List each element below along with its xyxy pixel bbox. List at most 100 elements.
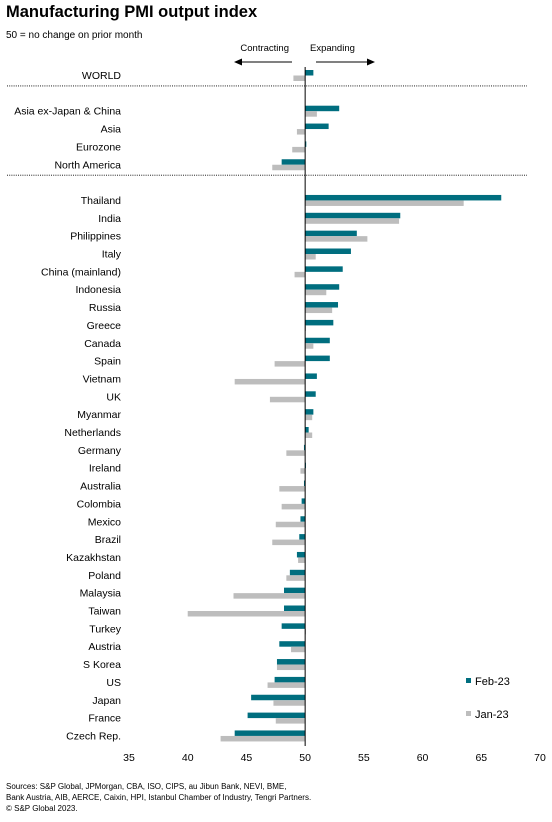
bar-netherlands-jan-23 bbox=[305, 432, 313, 438]
bar-north-america-jan-23 bbox=[272, 164, 306, 171]
bar-ireland-jan-23 bbox=[300, 468, 306, 474]
bar-brazil-feb-23 bbox=[299, 534, 306, 540]
category-label-japan: Japan bbox=[92, 695, 121, 707]
bar-colombia-jan-23 bbox=[281, 503, 306, 510]
contracting-label: Contracting bbox=[240, 43, 289, 54]
category-label-s-korea: S Korea bbox=[83, 659, 121, 671]
category-label-asia: Asia bbox=[101, 124, 122, 136]
bar-australia-jan-23 bbox=[279, 486, 306, 492]
category-label-north-america: North America bbox=[54, 159, 121, 171]
category-label-germany: Germany bbox=[78, 445, 122, 457]
category-label-philippines: Philippines bbox=[70, 231, 121, 243]
category-label-malaysia: Malaysia bbox=[80, 588, 122, 600]
bar-china-mainland-jan-23 bbox=[294, 271, 306, 278]
bar-kazakhstan-feb-23 bbox=[296, 551, 306, 558]
bar-eurozone-feb-23 bbox=[305, 141, 307, 147]
category-label-russia: Russia bbox=[89, 302, 121, 314]
bar-italy-jan-23 bbox=[305, 254, 316, 260]
x-tick-label-50: 50 bbox=[299, 752, 311, 764]
bar-colombia-feb-23 bbox=[301, 498, 306, 504]
chart-subtitle: 50 = no change on prior month bbox=[6, 30, 143, 41]
x-tick-label-60: 60 bbox=[417, 752, 429, 764]
category-label-poland: Poland bbox=[88, 570, 121, 582]
bars bbox=[187, 70, 502, 742]
bar-italy-feb-23 bbox=[305, 248, 351, 254]
bar-japan-feb-23 bbox=[251, 694, 306, 701]
x-tick-label-35: 35 bbox=[123, 752, 135, 764]
category-label-eurozone: Eurozone bbox=[76, 141, 121, 153]
bar-germany-feb-23 bbox=[303, 444, 306, 451]
bar-us-jan-23 bbox=[267, 682, 306, 688]
bar-russia-feb-23 bbox=[305, 302, 339, 308]
x-tick-label-70: 70 bbox=[534, 752, 546, 764]
bar-uk-feb-23 bbox=[305, 391, 316, 397]
x-axis: 35 40 45 50 55 60 65 70 bbox=[123, 67, 546, 764]
bar-turkey-feb-23 bbox=[281, 623, 306, 629]
bar-asia-feb-23 bbox=[305, 123, 329, 130]
category-label-uk: UK bbox=[106, 391, 121, 403]
category-label-vietnam: Vietnam bbox=[83, 373, 122, 385]
bar-australia-feb-23 bbox=[303, 480, 306, 487]
bar-us-feb-23 bbox=[274, 676, 306, 683]
category-label-turkey: Turkey bbox=[89, 623, 121, 635]
bar-mexico-jan-23 bbox=[275, 521, 306, 528]
bar-indonesia-feb-23 bbox=[305, 284, 340, 290]
separators bbox=[7, 85, 527, 176]
category-label-asia-ex-japan-china: Asia ex-Japan & China bbox=[14, 106, 121, 118]
bar-spain-jan-23 bbox=[274, 361, 306, 367]
category-label-czech-rep: Czech Rep. bbox=[66, 730, 121, 742]
copyright: © S&P Global 2023. bbox=[6, 804, 78, 813]
right-arrow-icon bbox=[367, 58, 375, 66]
category-label-netherlands: Netherlands bbox=[64, 427, 121, 439]
category-label-austria: Austria bbox=[88, 641, 121, 653]
bar-france-feb-23 bbox=[247, 712, 306, 719]
bar-world-feb-23 bbox=[305, 70, 314, 76]
category-label-thailand: Thailand bbox=[81, 195, 121, 207]
bar-malaysia-jan-23 bbox=[233, 593, 306, 599]
bar-japan-jan-23 bbox=[273, 700, 306, 706]
bar-czech-rep-feb-23 bbox=[234, 730, 306, 736]
x-tick-label-45: 45 bbox=[241, 752, 253, 764]
bar-india-jan-23 bbox=[305, 218, 400, 224]
bar-taiwan-feb-23 bbox=[284, 605, 306, 611]
bar-eurozone-jan-23 bbox=[292, 146, 306, 153]
bar-austria-feb-23 bbox=[279, 641, 306, 647]
bar-vietnam-feb-23 bbox=[305, 373, 317, 379]
category-label-ireland: Ireland bbox=[89, 463, 121, 475]
bar-china-mainland-feb-23 bbox=[305, 266, 343, 272]
bar-poland-jan-23 bbox=[286, 575, 306, 581]
category-label-france: France bbox=[88, 713, 121, 725]
bar-world-jan-23 bbox=[293, 75, 306, 81]
bar-mexico-feb-23 bbox=[300, 516, 306, 522]
bar-malaysia-feb-23 bbox=[284, 587, 306, 594]
category-label-australia: Australia bbox=[80, 481, 121, 493]
bar-spain-feb-23 bbox=[305, 355, 330, 362]
sources-line-1: Sources: S&P Global, JPMorgan, CBA, ISO,… bbox=[6, 782, 287, 791]
category-label-colombia: Colombia bbox=[77, 498, 122, 510]
pmi-bar-chart: WORLD Asia ex-Japan & China Asia Eurozone No… bbox=[7, 43, 546, 764]
bar-czech-rep-jan-23 bbox=[220, 735, 306, 742]
bar-austria-jan-23 bbox=[291, 646, 306, 653]
x-tick-label-40: 40 bbox=[182, 752, 194, 764]
bar-germany-jan-23 bbox=[286, 450, 306, 456]
sources-line-2: Bank Austria, AIB, AERCE, Caixin, HPI, I… bbox=[6, 793, 312, 802]
category-labels: WORLD Asia ex-Japan & China Asia Eurozone No… bbox=[14, 70, 122, 742]
bar-s-korea-jan-23 bbox=[276, 664, 306, 671]
bar-vietnam-jan-23 bbox=[234, 378, 306, 385]
category-label-taiwan: Taiwan bbox=[88, 606, 121, 618]
category-label-indonesia: Indonesia bbox=[75, 284, 121, 296]
bar-thailand-jan-23 bbox=[305, 200, 464, 206]
bar-indonesia-jan-23 bbox=[305, 289, 327, 296]
category-label-spain: Spain bbox=[94, 356, 121, 368]
chart-title: Manufacturing PMI output index bbox=[6, 3, 258, 21]
legend-label-feb: Feb-23 bbox=[475, 676, 510, 688]
bar-kazakhstan-jan-23 bbox=[298, 557, 306, 563]
bar-greece-feb-23 bbox=[305, 319, 334, 326]
bar-s-korea-feb-23 bbox=[276, 659, 306, 665]
bar-asia-ex-japan-china-feb-23 bbox=[305, 105, 340, 112]
bar-taiwan-jan-23 bbox=[187, 611, 306, 617]
legend-swatch-jan bbox=[466, 711, 471, 716]
category-label-world: WORLD bbox=[82, 70, 122, 82]
bar-asia-jan-23 bbox=[296, 129, 306, 135]
category-label-india: India bbox=[98, 213, 121, 225]
